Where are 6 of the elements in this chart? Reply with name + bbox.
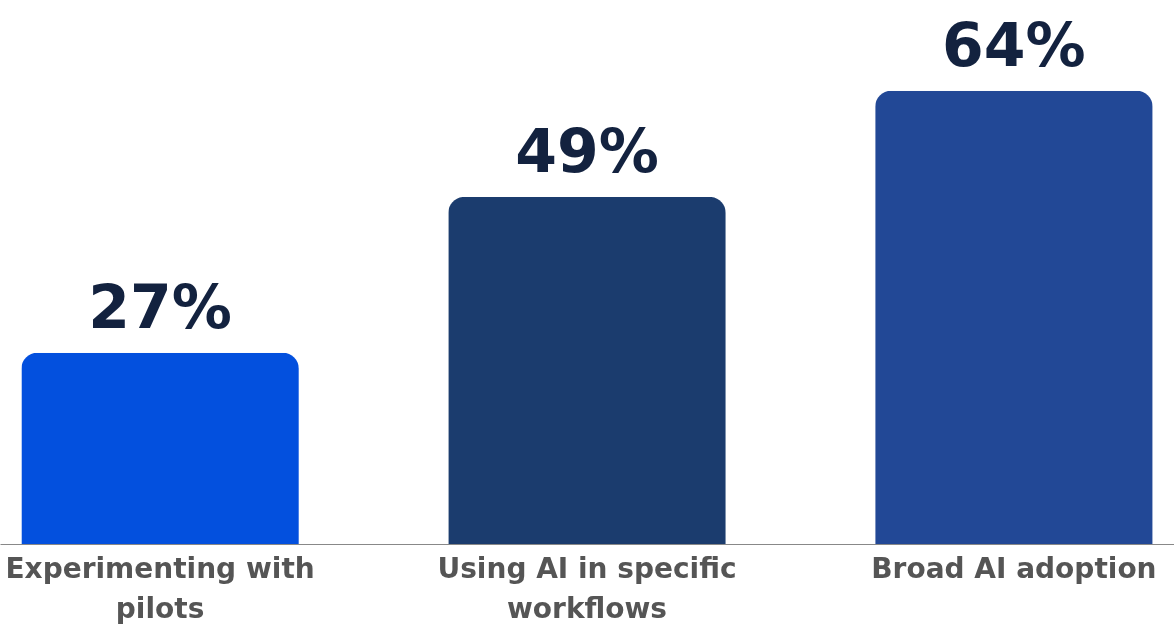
data-label: 49% [515, 115, 659, 186]
x-tick-label: Using AI in specific workflows [437, 552, 737, 625]
x-tick-label: Broad AI adoption [871, 552, 1157, 585]
x-tick-label: Experimenting with pilots [5, 552, 315, 625]
data-label: 64% [942, 9, 1086, 80]
data-label: 27% [88, 271, 232, 342]
